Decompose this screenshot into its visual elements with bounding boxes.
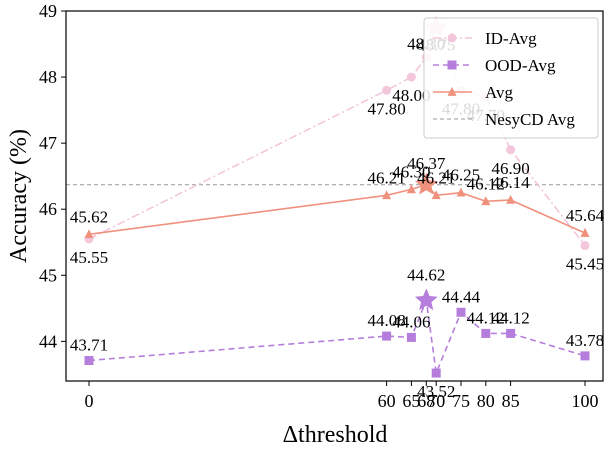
data-label: 44.12 xyxy=(491,308,529,327)
data-label: 45.45 xyxy=(566,255,604,274)
y-tick-label: 48 xyxy=(39,67,57,87)
data-label: 43.52 xyxy=(417,382,455,401)
data-point xyxy=(84,356,94,366)
data-label: 45.64 xyxy=(566,206,605,225)
data-label: 47.80 xyxy=(367,99,405,118)
legend-label: Avg xyxy=(485,83,514,102)
legend-label: NesyCD Avg xyxy=(485,110,575,129)
data-label: 48.00 xyxy=(392,86,430,105)
data-point xyxy=(456,307,466,317)
legend-item-avg: Avg xyxy=(433,83,514,102)
data-label: 46.12 xyxy=(467,174,505,193)
data-label: 46.37 xyxy=(407,154,446,173)
data-point xyxy=(382,190,392,200)
best-point-star xyxy=(414,288,438,311)
x-tick-label: 60 xyxy=(378,391,396,411)
legend-marker xyxy=(447,33,457,43)
data-label: 46.14 xyxy=(491,173,530,192)
data-point xyxy=(481,328,491,338)
data-label: 45.55 xyxy=(70,248,108,267)
legend-box xyxy=(423,17,599,139)
series-avg xyxy=(84,172,590,239)
data-point xyxy=(382,331,392,341)
x-tick-label: 65 xyxy=(402,391,420,411)
legend-marker xyxy=(447,60,457,70)
y-tick-label: 47 xyxy=(39,133,57,153)
data-point xyxy=(506,194,516,204)
y-axis-title: Accuracy (%) xyxy=(6,129,32,263)
y-tick-label: 49 xyxy=(39,1,57,21)
data-point xyxy=(431,190,441,200)
data-point xyxy=(506,145,516,155)
data-point xyxy=(406,332,416,342)
data-label: 46.25 xyxy=(442,166,480,185)
data-label: 45.62 xyxy=(70,207,108,226)
series-line-avg xyxy=(88,183,586,236)
legend-label: OOD-Avg xyxy=(485,56,556,75)
y-tick-label: 44 xyxy=(39,331,57,351)
data-point xyxy=(456,187,466,197)
data-label: 44.62 xyxy=(407,265,445,284)
data-point xyxy=(580,241,590,251)
best-point-star xyxy=(414,172,438,195)
data-point xyxy=(406,72,416,82)
legend-label: ID-Avg xyxy=(485,29,537,48)
legend-marker xyxy=(447,86,457,96)
data-label: 46.90 xyxy=(491,159,529,178)
data-point xyxy=(406,184,416,194)
legend-item-nesycd-avg: NesyCD Avg xyxy=(433,110,575,129)
data-label: 46.21 xyxy=(367,168,405,187)
data-label: 44.08 xyxy=(367,311,405,330)
y-tick-label: 45 xyxy=(39,265,57,285)
data-label: 43.78 xyxy=(566,331,604,350)
data-point xyxy=(84,229,94,239)
legend-item-id-avg: ID-Avg xyxy=(433,29,537,48)
data-point xyxy=(431,368,441,378)
data-point xyxy=(481,196,491,206)
data-point xyxy=(382,85,392,95)
data-label: 44.44 xyxy=(442,287,481,306)
data-point xyxy=(580,351,590,361)
data-label: 43.71 xyxy=(70,336,108,355)
x-tick-label: 75 xyxy=(452,391,470,411)
x-tick-label: 70 xyxy=(427,391,445,411)
series-ood-avg xyxy=(84,288,590,378)
x-tick-label: 100 xyxy=(572,391,599,411)
data-point xyxy=(580,227,590,237)
y-tick-label: 46 xyxy=(39,199,57,219)
data-label: 46.30 xyxy=(392,162,430,181)
data-label: 44.12 xyxy=(467,308,505,327)
legend: ID-Avg OOD-Avg Avg NesyCD Avg xyxy=(423,17,599,139)
legend-item-ood-avg: OOD-Avg xyxy=(433,56,556,75)
data-label: 44.06 xyxy=(392,312,430,331)
series-line-ood-avg xyxy=(88,297,586,377)
data-point xyxy=(506,328,516,338)
x-tick-label: 80 xyxy=(477,391,495,411)
x-axis-title: Δthreshold xyxy=(283,422,388,448)
x-tick-label: 85 xyxy=(502,391,520,411)
plot-frame xyxy=(65,10,604,382)
x-tick-label: 68 xyxy=(417,391,435,411)
x-tick-label: 0 xyxy=(85,391,94,411)
data-label: 46.21 xyxy=(417,168,455,187)
